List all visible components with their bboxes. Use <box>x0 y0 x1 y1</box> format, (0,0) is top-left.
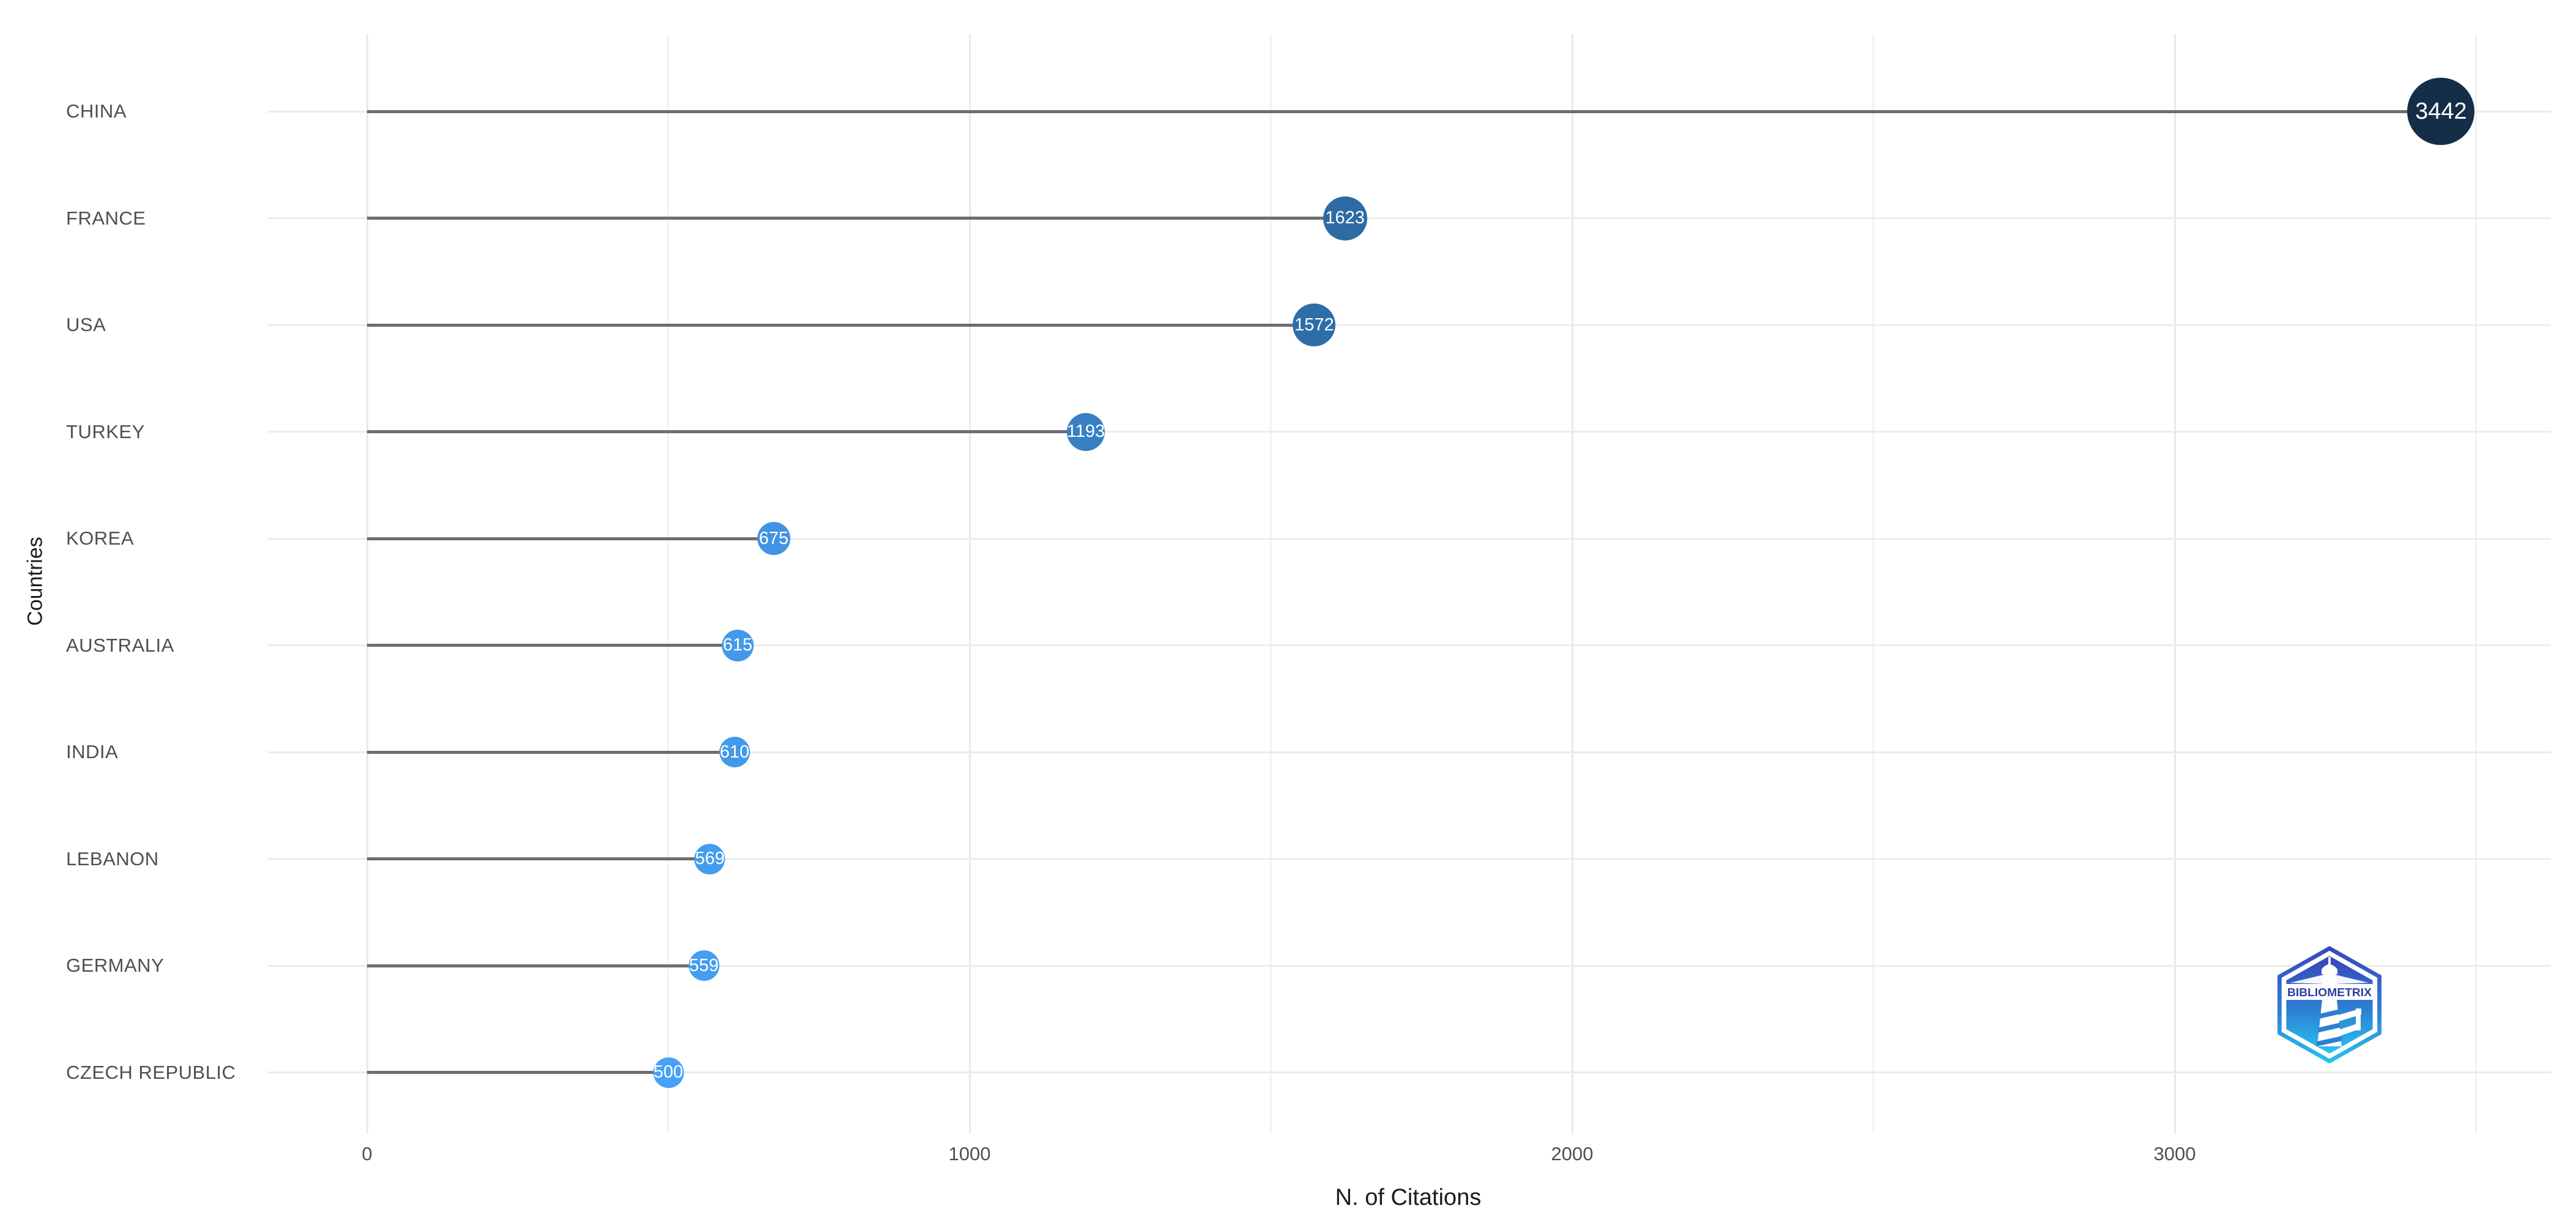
gridline-row <box>267 858 2551 860</box>
category-label: FRANCE <box>66 207 146 229</box>
category-label: CHINA <box>66 100 127 122</box>
gridline-x-major <box>2173 34 2176 1133</box>
gridline-row <box>267 217 2551 219</box>
category-label: INDIA <box>66 741 119 762</box>
data-point[interactable]: 1193 <box>1067 412 1105 451</box>
gridline-row <box>267 751 2551 753</box>
category-label: LEBANON <box>66 848 159 870</box>
lollipop-stem <box>367 110 2441 113</box>
logo-banner <box>2286 984 2373 1000</box>
x-tick-label: 2000 <box>1551 1143 1594 1164</box>
data-point[interactable]: 3442 <box>2407 78 2475 145</box>
lollipop-stem <box>367 323 1315 327</box>
lollipop-stem <box>367 750 735 754</box>
gridline-row <box>267 644 2551 646</box>
x-tick-label: 1000 <box>948 1143 991 1164</box>
category-label: KOREA <box>66 527 135 549</box>
data-point[interactable]: 610 <box>719 737 750 767</box>
data-point[interactable]: 559 <box>688 950 719 981</box>
category-label: AUSTRALIA <box>66 634 174 656</box>
gridline-row <box>267 964 2551 967</box>
lollipop-stem <box>367 217 1345 220</box>
category-label: USA <box>66 314 106 335</box>
category-label: TURKEY <box>66 420 145 442</box>
x-tick-label: 3000 <box>2153 1143 2196 1164</box>
data-point[interactable]: 675 <box>757 522 790 555</box>
gridline-row <box>267 1071 2551 1073</box>
data-point[interactable]: 1572 <box>1293 304 1336 346</box>
data-point[interactable]: 569 <box>694 843 726 874</box>
gridline-row <box>267 324 2551 326</box>
lollipop-stem <box>367 964 704 967</box>
gridline-x-minor <box>1873 34 1874 1133</box>
gridline-x-major <box>968 34 971 1133</box>
data-point[interactable]: 500 <box>653 1057 684 1088</box>
gridline-row <box>267 537 2551 540</box>
gridline-x-major <box>1571 34 1573 1133</box>
gridline-x-minor <box>2475 34 2477 1133</box>
y-axis-title: Countries <box>23 537 47 626</box>
bibliometrix-logo: BIBLIOMETRIX <box>2277 946 2381 1064</box>
lollipop-stem <box>367 430 1086 433</box>
logo-text: BIBLIOMETRIX <box>2287 986 2372 999</box>
data-point[interactable]: 1623 <box>1323 196 1367 240</box>
lollipop-stem <box>367 537 774 540</box>
lollipop-stem <box>367 1071 669 1074</box>
x-axis-title: N. of Citations <box>1335 1185 1482 1210</box>
x-tick-label: 0 <box>362 1143 373 1164</box>
lollipop-stem <box>367 857 710 860</box>
gridline-row <box>267 431 2551 433</box>
data-point[interactable]: 615 <box>721 629 754 661</box>
gridline-x-major <box>366 34 368 1133</box>
gridline-x-minor <box>1270 34 1272 1133</box>
category-label: GERMANY <box>66 955 165 976</box>
category-label: CZECH REPUBLIC <box>66 1061 236 1083</box>
gridline-x-minor <box>667 34 669 1133</box>
lollipop-stem <box>367 644 738 647</box>
